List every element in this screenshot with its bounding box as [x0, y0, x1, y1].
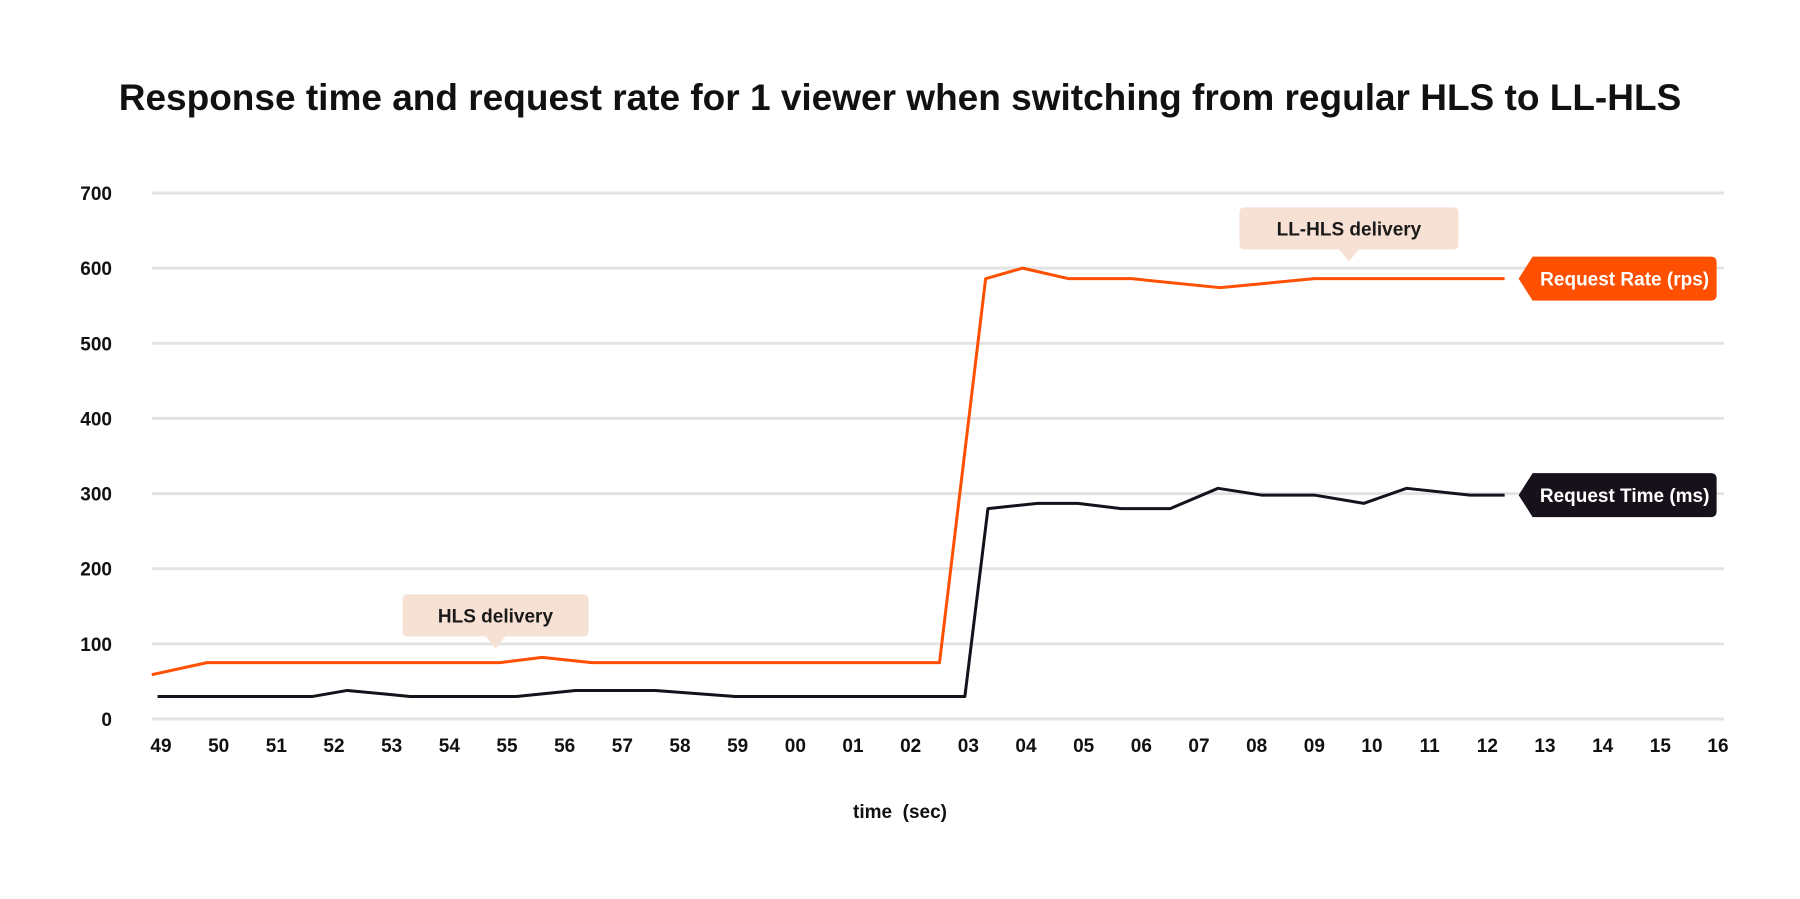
x-tick-label: 11	[1420, 736, 1441, 757]
x-tick-label: 54	[439, 736, 461, 757]
x-tick-label: 06	[1131, 736, 1152, 757]
series-name: Request Rate (rps)	[1540, 270, 1709, 291]
callout-box	[1239, 207, 1459, 262]
callout-box	[402, 594, 589, 649]
x-tick-label: 58	[669, 736, 690, 757]
x-tick-label: 02	[900, 736, 921, 757]
x-tick-label: 04	[1015, 736, 1037, 757]
y-tick-label: 300	[80, 485, 112, 506]
y-tick-label: 100	[80, 635, 112, 656]
annotation-text: HLS delivery	[438, 606, 554, 627]
annotation-callout: HLS delivery	[402, 594, 589, 649]
y-tick-label: 700	[80, 184, 112, 205]
x-axis-ticks: 49 50 51 52 53 54 55 56 57 58 59 00 01 02 03 04 05 06 07 08…	[150, 736, 1728, 757]
x-tick-label: 49	[150, 736, 171, 757]
series-lines	[151, 266, 1505, 698]
series-label-request-time: Request Time (ms)	[1518, 473, 1717, 518]
x-tick-label: 53	[381, 736, 402, 757]
x-tick-label: 00	[785, 736, 806, 757]
x-tick-label: 05	[1073, 736, 1095, 757]
x-tick-label: 09	[1304, 736, 1325, 757]
annotation-callout: LL-HLS delivery	[1239, 207, 1459, 262]
x-tick-label: 50	[208, 736, 229, 757]
x-tick-label: 16	[1707, 736, 1728, 757]
x-tick-label: 59	[727, 736, 748, 757]
y-tick-label: 0	[101, 710, 112, 731]
x-tick-label: 55	[496, 736, 518, 757]
series-line-request-time	[157, 486, 1505, 698]
series-labels: Request Rate (rps) Request Time (ms)	[1518, 256, 1717, 518]
x-tick-label: 07	[1188, 736, 1209, 757]
series-line-request-rate	[151, 266, 1505, 677]
label-tag	[1518, 256, 1717, 301]
x-tick-label: 03	[958, 736, 979, 757]
x-tick-label: 01	[842, 736, 864, 757]
x-tick-label: 51	[266, 736, 288, 757]
x-tick-label: 15	[1650, 736, 1672, 757]
y-tick-label: 500	[80, 334, 112, 355]
x-tick-label: 12	[1477, 736, 1498, 757]
y-tick-label: 400	[80, 409, 112, 430]
x-tick-label: 52	[323, 736, 344, 757]
chart-title: Response time and request rate for 1 vie…	[119, 77, 1682, 118]
x-tick-label: 14	[1592, 736, 1614, 757]
x-axis-label: time (sec)	[853, 802, 947, 823]
x-tick-label: 57	[612, 736, 633, 757]
y-tick-label: 600	[80, 259, 112, 280]
series-name: Request Time (ms)	[1540, 486, 1710, 507]
x-tick-label: 08	[1246, 736, 1267, 757]
x-tick-label: 56	[554, 736, 575, 757]
x-tick-label: 10	[1361, 736, 1382, 757]
y-axis-ticks: 0 100 200 300 400 500 600 700	[80, 184, 112, 731]
grid	[152, 191, 1724, 721]
series-label-request-rate: Request Rate (rps)	[1518, 256, 1717, 301]
x-tick-label: 13	[1534, 736, 1555, 757]
annotation-text: LL-HLS delivery	[1277, 219, 1422, 240]
label-tag	[1518, 473, 1717, 518]
y-tick-label: 200	[80, 560, 112, 581]
annotations: HLS delivery LL-HLS delivery	[402, 207, 1459, 649]
